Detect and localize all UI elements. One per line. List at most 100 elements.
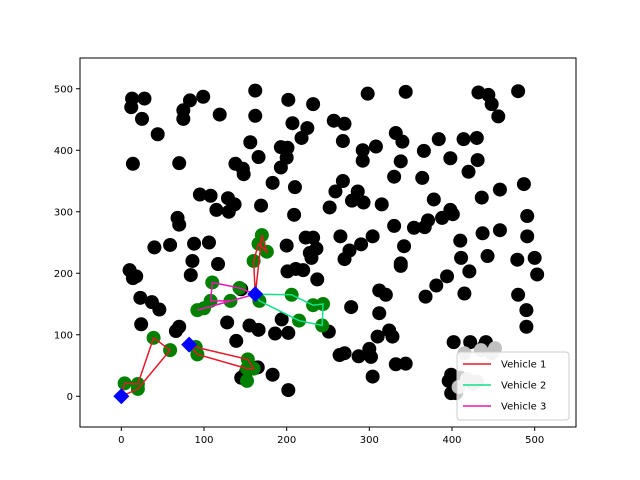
customer-point (133, 290, 148, 305)
customer-point (463, 335, 478, 350)
customer-point (287, 180, 302, 195)
customer-point (183, 268, 198, 283)
customer-point (511, 287, 526, 302)
customer-point (454, 250, 469, 265)
customer-point (530, 267, 545, 282)
customer-point (201, 235, 216, 250)
depot-marker (247, 286, 264, 303)
customer-point (196, 89, 211, 104)
x-tick-label: 100 (194, 435, 213, 446)
customer-point (309, 241, 324, 256)
customer-point (421, 213, 436, 228)
customer-point (135, 111, 149, 126)
customer-point (443, 151, 458, 166)
customer-point (360, 86, 375, 101)
customer-point (510, 252, 525, 267)
customer-point (456, 132, 471, 147)
customer-point (254, 198, 269, 213)
customer-point (469, 130, 484, 145)
customer-point (370, 329, 385, 344)
customer-point (416, 143, 431, 158)
customer-point (236, 167, 251, 182)
customer-point (281, 92, 296, 107)
customer-point (335, 174, 350, 188)
customer-point (374, 197, 389, 212)
y-tick-label: 500 (54, 84, 73, 95)
customer-point (344, 300, 359, 315)
x-tick-label: 400 (442, 435, 461, 446)
customer-point (268, 326, 283, 341)
route-line (252, 234, 269, 295)
customer-point (137, 91, 152, 106)
legend-label: Vehicle 2 (501, 381, 546, 392)
customer-point (527, 250, 542, 265)
customer-point (209, 202, 224, 217)
route-line (197, 281, 256, 311)
y-tick-label: 0 (67, 392, 73, 403)
customer-point (516, 177, 531, 192)
customer-point (287, 207, 302, 222)
customer-point (274, 312, 289, 327)
customer-point (182, 93, 197, 108)
customer-point (229, 333, 244, 348)
customer-point (147, 240, 162, 255)
plot-area (113, 83, 545, 405)
customer-point (461, 164, 476, 179)
x-tick-label: 200 (277, 435, 296, 446)
route-line (254, 293, 324, 327)
customer-point (365, 369, 380, 384)
legend-box (456, 351, 570, 421)
customer-point (125, 271, 140, 286)
customer-point (378, 287, 393, 302)
customer-point (335, 134, 350, 149)
customer-point (519, 319, 534, 334)
customer-point (492, 182, 507, 197)
y-tick-label: 200 (54, 269, 73, 280)
depot-marker (181, 336, 198, 353)
y-axis: 0 100 200 300 400 500 (54, 84, 80, 403)
customer-point (212, 107, 227, 122)
y-tick-label: 300 (54, 207, 73, 218)
customer-point (203, 188, 218, 203)
customer-point (393, 256, 408, 271)
customer-point (453, 233, 468, 248)
customer-point (350, 184, 365, 199)
legend: Vehicle 1 Vehicle 2 Vehicle 3 (456, 351, 570, 421)
customer-point (491, 109, 506, 124)
customer-point (397, 239, 412, 254)
customer-point (185, 253, 200, 268)
customer-point (355, 153, 370, 168)
customer-point (480, 249, 495, 264)
customer-point (281, 383, 296, 398)
customer-point (355, 143, 370, 158)
customer-point (333, 229, 348, 244)
customer-point (265, 367, 280, 382)
customer-point (251, 150, 266, 165)
customer-point (354, 237, 369, 252)
customer-point (125, 156, 140, 171)
customer-point (429, 278, 444, 293)
customer-point (248, 108, 263, 123)
customer-point (446, 335, 461, 350)
customer-point (351, 349, 366, 364)
x-axis: 0 100 200 300 400 500 (118, 427, 544, 446)
customer-point (462, 264, 477, 279)
customer-point (220, 315, 235, 330)
customer-point (475, 226, 490, 241)
customer-point (387, 218, 402, 233)
customer-point (332, 348, 347, 363)
customer-point (398, 356, 413, 371)
customer-point (172, 156, 187, 171)
customer-point (285, 116, 300, 131)
served-customer-point (239, 373, 254, 388)
customer-point (445, 207, 460, 222)
customer-point (211, 257, 226, 272)
customer-point (415, 170, 430, 185)
customer-point (251, 322, 266, 337)
customer-point (322, 200, 337, 215)
customer-point (372, 306, 387, 321)
customer-point (470, 153, 485, 168)
axes-frame (79, 57, 577, 428)
customer-point (356, 195, 371, 210)
customer-point (418, 289, 433, 304)
